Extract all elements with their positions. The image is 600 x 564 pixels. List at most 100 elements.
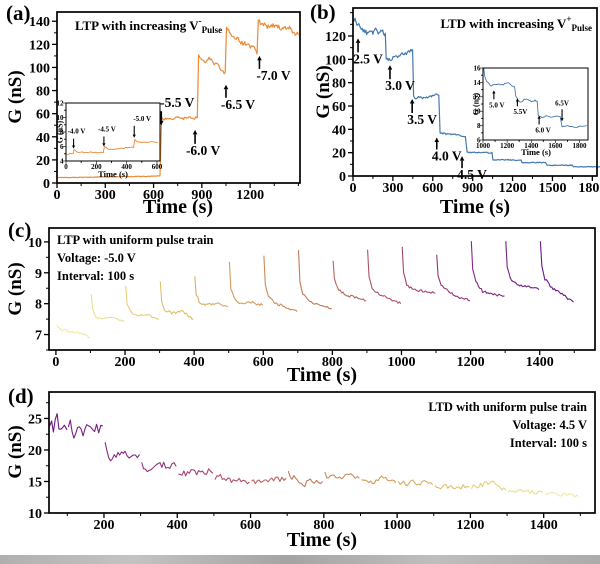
trace-d-3 xyxy=(141,461,177,473)
ytick-b: 40 xyxy=(332,123,346,138)
xtick-c: 400 xyxy=(184,355,205,370)
panel-b-inset-ylabel: G (nS) xyxy=(471,92,481,116)
panel-d-letter: (d) xyxy=(8,384,34,408)
panel-c-info: LTP with uniform pulse train Voltage: -5… xyxy=(57,231,214,285)
ytick-a: 40 xyxy=(36,131,50,146)
xtick-a: 300 xyxy=(95,188,116,203)
xtick-a: 1200 xyxy=(236,188,264,203)
panel-b-ylabel: G (nS) xyxy=(313,65,334,119)
annotation-a: -6.0 V xyxy=(186,143,221,158)
trace-d-1 xyxy=(67,419,104,439)
panel-c-plot: 0 200 400 600 800 1000 1200 1400 7 8 9 10 xyxy=(28,227,596,370)
xtick-b: 300 xyxy=(382,181,403,196)
annotation-a: -5.5 V xyxy=(160,95,195,110)
trace-c-6 xyxy=(263,255,298,312)
panel-a-inset-plot: 0 200 400 600 4 6 8 10 12 -4.0 V -4.5 V -5.0 V xyxy=(57,100,163,172)
ytick-a-inset: 10 xyxy=(57,114,65,122)
annotation-b: 4.0 V xyxy=(432,149,462,164)
trace-c-7 xyxy=(297,250,332,310)
annotation-a-inset: -5.0 V xyxy=(133,115,151,123)
xtick-d: 1200 xyxy=(456,518,484,533)
ytick-a: 80 xyxy=(36,85,50,100)
panel-d-info-line1: LTD with uniform pulse train xyxy=(428,400,587,414)
xtick-c: 800 xyxy=(322,355,343,370)
trace-c-4 xyxy=(194,276,229,308)
xtick-a-inset: 400 xyxy=(121,163,132,171)
panel-a-title: LTP with increasing V-Pulse xyxy=(75,16,222,35)
trace-d-4 xyxy=(178,468,214,477)
ytick-d: 20 xyxy=(28,444,42,459)
trace-c-8 xyxy=(332,260,367,302)
trace-c-2 xyxy=(125,285,159,320)
ytick-a: 100 xyxy=(29,61,50,76)
trace-c-14 xyxy=(539,241,574,303)
panel-d-info-line3: Interval: 100 s xyxy=(509,436,587,450)
ytick-b-inset: 8 xyxy=(477,122,481,130)
panel-c-info-line1: LTP with uniform pulse train xyxy=(57,233,214,247)
ytick-b-inset: 10 xyxy=(474,108,482,116)
panel-d-info-line2: Voltage: 4.5 V xyxy=(512,418,587,432)
trace-d-10 xyxy=(397,479,434,487)
annotation-a: -6.5 V xyxy=(221,97,256,112)
xtick-d: 800 xyxy=(313,518,334,533)
xtick-c: 1200 xyxy=(457,355,485,370)
trace-d-11 xyxy=(434,483,470,490)
panel-d-ylabel: G (nS) xyxy=(5,425,26,479)
ytick-a-inset: 4 xyxy=(60,158,64,166)
xtick-b: 1200 xyxy=(499,181,527,196)
xtick-d: 200 xyxy=(93,518,114,533)
xtick-c: 200 xyxy=(115,355,136,370)
xtick-b-inset: 1200 xyxy=(500,142,515,150)
panel-c-info-line3: Interval: 100 s xyxy=(57,269,135,283)
ytick-a-inset: 6 xyxy=(60,143,64,151)
ytick-c: 8 xyxy=(35,298,42,313)
ytick-c: 9 xyxy=(35,267,42,282)
xtick-d: 600 xyxy=(240,518,261,533)
ytick-a: 120 xyxy=(29,38,50,53)
panel-b-title-sub: Pulse xyxy=(571,23,592,33)
annotation-b-inset: 5.0 V xyxy=(489,101,504,109)
annotation-b: 2.5 V xyxy=(353,51,383,66)
ytick-a-inset: 12 xyxy=(57,100,65,108)
xtick-a: 900 xyxy=(191,188,212,203)
panel-c-ylabel: G (nS) xyxy=(5,262,26,316)
panel-d-info: LTD with uniform pulse train Voltage: 4.… xyxy=(428,398,587,452)
xtick-c: 600 xyxy=(253,355,274,370)
xtick-b: 1800 xyxy=(578,181,600,196)
xtick-c: 1000 xyxy=(387,355,415,370)
trace-c-1 xyxy=(90,294,125,322)
annotation-b: 4.5 V xyxy=(457,167,487,182)
xtick-b: 900 xyxy=(462,181,483,196)
xtick-c: 1400 xyxy=(526,355,554,370)
trace-d-6 xyxy=(251,476,287,485)
xtick-b: 1500 xyxy=(538,181,566,196)
xtick-a-inset: 200 xyxy=(91,163,102,171)
panel-a-title-sup: - xyxy=(198,16,202,26)
panel-a-inset-xlabel: Time (s) xyxy=(98,169,128,179)
xtick-b-inset: 1400 xyxy=(524,142,539,150)
xtick-b: 600 xyxy=(422,181,443,196)
panel-b-xlabel: Time (s) xyxy=(439,196,511,218)
xtick-b-inset: 1800 xyxy=(573,142,588,150)
trace-c-13 xyxy=(505,241,540,291)
trace-c-12 xyxy=(470,241,505,297)
xtick-c: 0 xyxy=(52,355,59,370)
panel-c-letter: (c) xyxy=(8,218,32,242)
xtick-b-inset: 1600 xyxy=(548,142,563,150)
panel-b-title: LTD with increasing V+Pulse xyxy=(441,14,592,33)
xtick-a: 0 xyxy=(54,188,61,203)
ytick-b-inset: 16 xyxy=(474,65,482,73)
ytick-b: 60 xyxy=(332,100,346,115)
annotation-a: -7.0 V xyxy=(256,68,291,83)
trace-a-inset-0 xyxy=(66,139,158,155)
annotation-a-inset: -4.5 V xyxy=(98,126,116,134)
xtick-a: 600 xyxy=(143,188,164,203)
ytick-a: 60 xyxy=(36,108,50,123)
ytick-a: 20 xyxy=(36,154,50,169)
annotation-b: 3.5 V xyxy=(407,112,437,127)
panel-a-title-sub: Pulse xyxy=(201,25,223,35)
ytick-b: 120 xyxy=(325,30,346,45)
panel-b-title-text: LTD with increasing V xyxy=(440,16,567,31)
